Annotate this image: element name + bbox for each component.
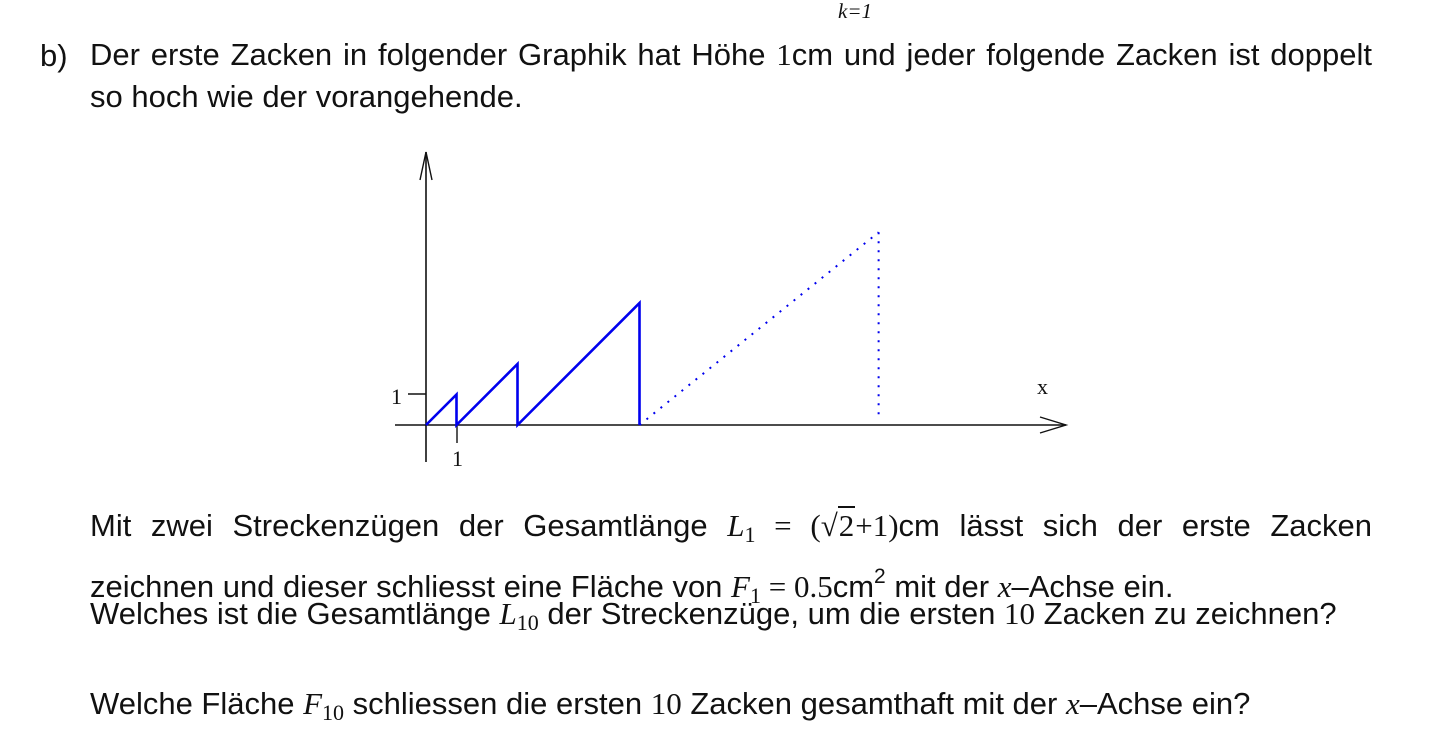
dotted-tooth-diagonal bbox=[638, 231, 880, 426]
x-axis-label: x bbox=[1037, 374, 1048, 399]
p1-L: L bbox=[727, 508, 745, 543]
p1-F-sub: 1 bbox=[749, 583, 761, 608]
p1-sqrt-arg: 2 bbox=[837, 506, 856, 543]
p1-text-4: –Achse ein. bbox=[1011, 569, 1174, 604]
p3-x-var: x bbox=[1065, 686, 1080, 721]
p2-n: 10 bbox=[1004, 596, 1036, 631]
p3-F-sub: 10 bbox=[322, 700, 345, 725]
p1-eq1-tail: +1) bbox=[855, 508, 899, 543]
p3-F: F bbox=[303, 686, 323, 721]
p1-eq1: = ( bbox=[755, 508, 821, 543]
paragraph-length-area: Mit zwei Streckenzügen der Gesamtlänge L… bbox=[90, 505, 1372, 617]
intro-paragraph: Der erste Zacken in folgender Graphik ha… bbox=[90, 34, 1372, 118]
p2-text-2: der Streckenzüge, um die ersten bbox=[538, 596, 1005, 631]
p1-text-2: cm lässt sich der erste Zacken zeichnen … bbox=[90, 508, 1373, 604]
p1-text-1: Mit zwei Streckenzügen der Gesamtlänge bbox=[90, 508, 728, 543]
p1-text-3: mit der bbox=[885, 569, 998, 604]
p1-eq2: = 0.5 bbox=[760, 569, 833, 604]
p1-L-sub: 1 bbox=[744, 522, 756, 547]
y-tick-label: 1 bbox=[391, 384, 402, 409]
x-axis-arrowhead bbox=[1039, 416, 1069, 434]
p1-unit-sup: 2 bbox=[874, 565, 886, 588]
p2-L: L bbox=[499, 596, 517, 631]
paragraph-question-area: Welche Fläche F10 schliessen die ersten … bbox=[90, 683, 1372, 734]
x-tick-label: 1 bbox=[452, 446, 463, 471]
paragraph-question-length: Welches ist die Gesamtlänge L10 der Stre… bbox=[90, 593, 1372, 644]
zigzag-teeth bbox=[425, 299, 641, 429]
p3-text-4: –Achse ein? bbox=[1079, 686, 1251, 721]
p1-F: F bbox=[731, 569, 750, 604]
p3-n: 10 bbox=[650, 686, 682, 721]
intro-text-a: Der erste Zacken in folgender Graphik ha… bbox=[90, 37, 777, 72]
p2-text-3: Zacken zu zeichnen? bbox=[1035, 596, 1337, 631]
p1-sqrt-sign: √ bbox=[820, 508, 838, 543]
p2-L-sub: 10 bbox=[516, 610, 539, 635]
y-axis-arrowhead bbox=[419, 151, 433, 181]
p3-text-3: Zacken gesamthaft mit der bbox=[681, 686, 1066, 721]
part-label: b) bbox=[40, 38, 68, 73]
p1-x-var: x bbox=[997, 569, 1012, 604]
p1-unit: cm bbox=[832, 569, 875, 604]
intro-text-b: cm und jeder folgende Zacken ist doppelt… bbox=[90, 37, 1372, 114]
p3-text-2: schliessen die ersten bbox=[344, 686, 651, 721]
p3-text-1: Welche Fläche bbox=[90, 686, 304, 721]
p2-text-1: Welches ist die Gesamtlänge bbox=[90, 596, 500, 631]
summation-index-fragment: k=1 bbox=[838, 0, 872, 23]
intro-height-value: 1 bbox=[776, 37, 792, 72]
